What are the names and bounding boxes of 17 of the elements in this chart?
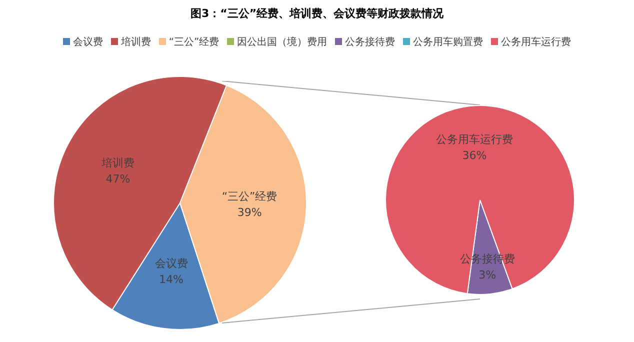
legend-label: 公务接待费 <box>344 36 396 49</box>
data-label: 39% <box>237 206 262 220</box>
slice-label: 培训费 <box>100 156 135 170</box>
data-label: 14% <box>159 272 184 286</box>
data-label: 3% <box>478 268 496 282</box>
legend-label: 因公出国（境）费用 <box>236 36 328 49</box>
legend-label: 公务用车运行费 <box>500 36 572 49</box>
slice-label: 会议费 <box>154 256 188 270</box>
chart-title: 图3：“三公”经费、培训费、会议费等财政拨款情况 <box>189 6 445 21</box>
legend-label: 培训费 <box>120 36 151 49</box>
legend-label: 公务用车购置费 <box>412 36 484 49</box>
data-label: 47% <box>106 172 130 186</box>
slice-label: “三公”经费 <box>222 190 278 204</box>
slice-label: 公务用车运行费 <box>436 133 513 146</box>
data-label: 36% <box>462 149 487 162</box>
legend-label: 会议费 <box>72 36 103 49</box>
legend-label: “三公”经费 <box>168 36 220 49</box>
